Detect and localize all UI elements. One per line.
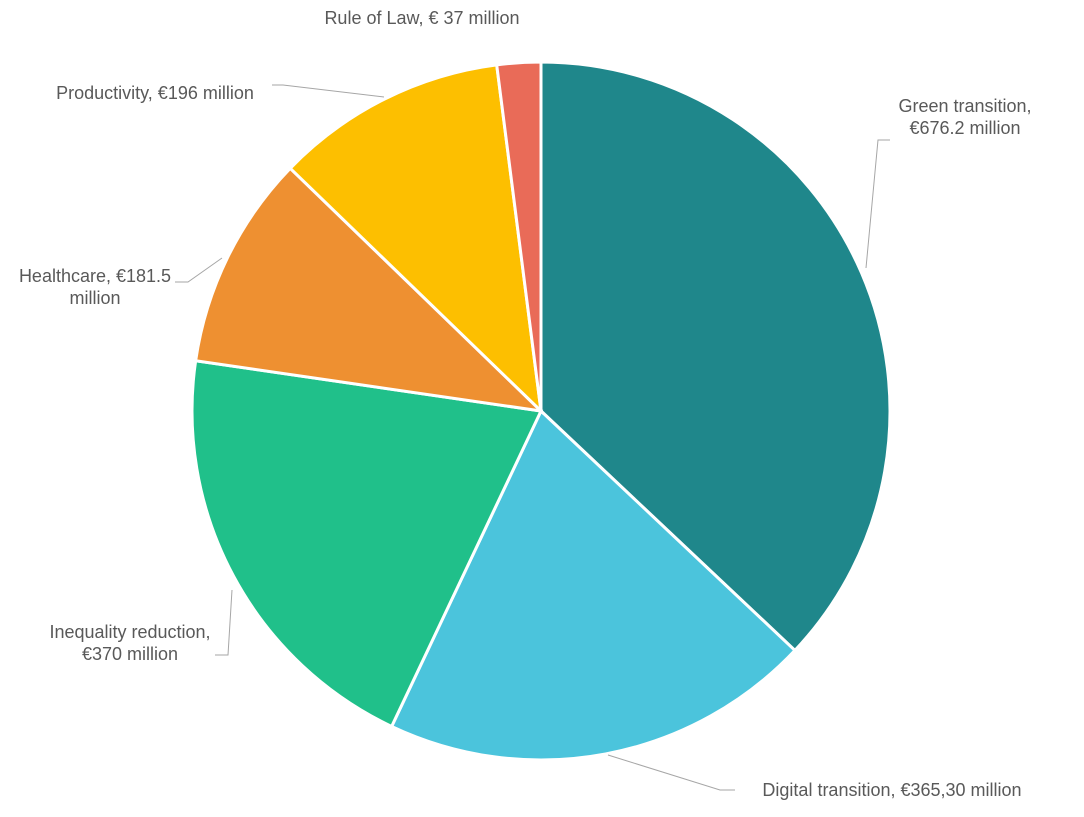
- leader-line: [607, 754, 735, 791]
- data-label: Green transition, €676.2 million: [898, 96, 1032, 138]
- pie-slice: [539, 60, 892, 653]
- pie-slice: [389, 408, 798, 762]
- data-label: Productivity, €196 million: [56, 83, 254, 103]
- pie-slice: [190, 359, 544, 729]
- leader-line: [175, 257, 223, 283]
- leader-line: [272, 84, 385, 98]
- data-label: Inequality reduction, €370 million: [49, 622, 211, 664]
- leader-line: [865, 139, 890, 269]
- data-label: Digital transition, €365,30 million: [762, 780, 1022, 800]
- pie-slice: [495, 60, 543, 412]
- leader-line: [215, 589, 233, 656]
- pie-slice: [193, 166, 546, 414]
- data-label: Rule of Law, € 37 million: [324, 8, 520, 28]
- pie-slice: [288, 63, 544, 416]
- data-label: Healthcare, €181.5 million: [18, 266, 172, 308]
